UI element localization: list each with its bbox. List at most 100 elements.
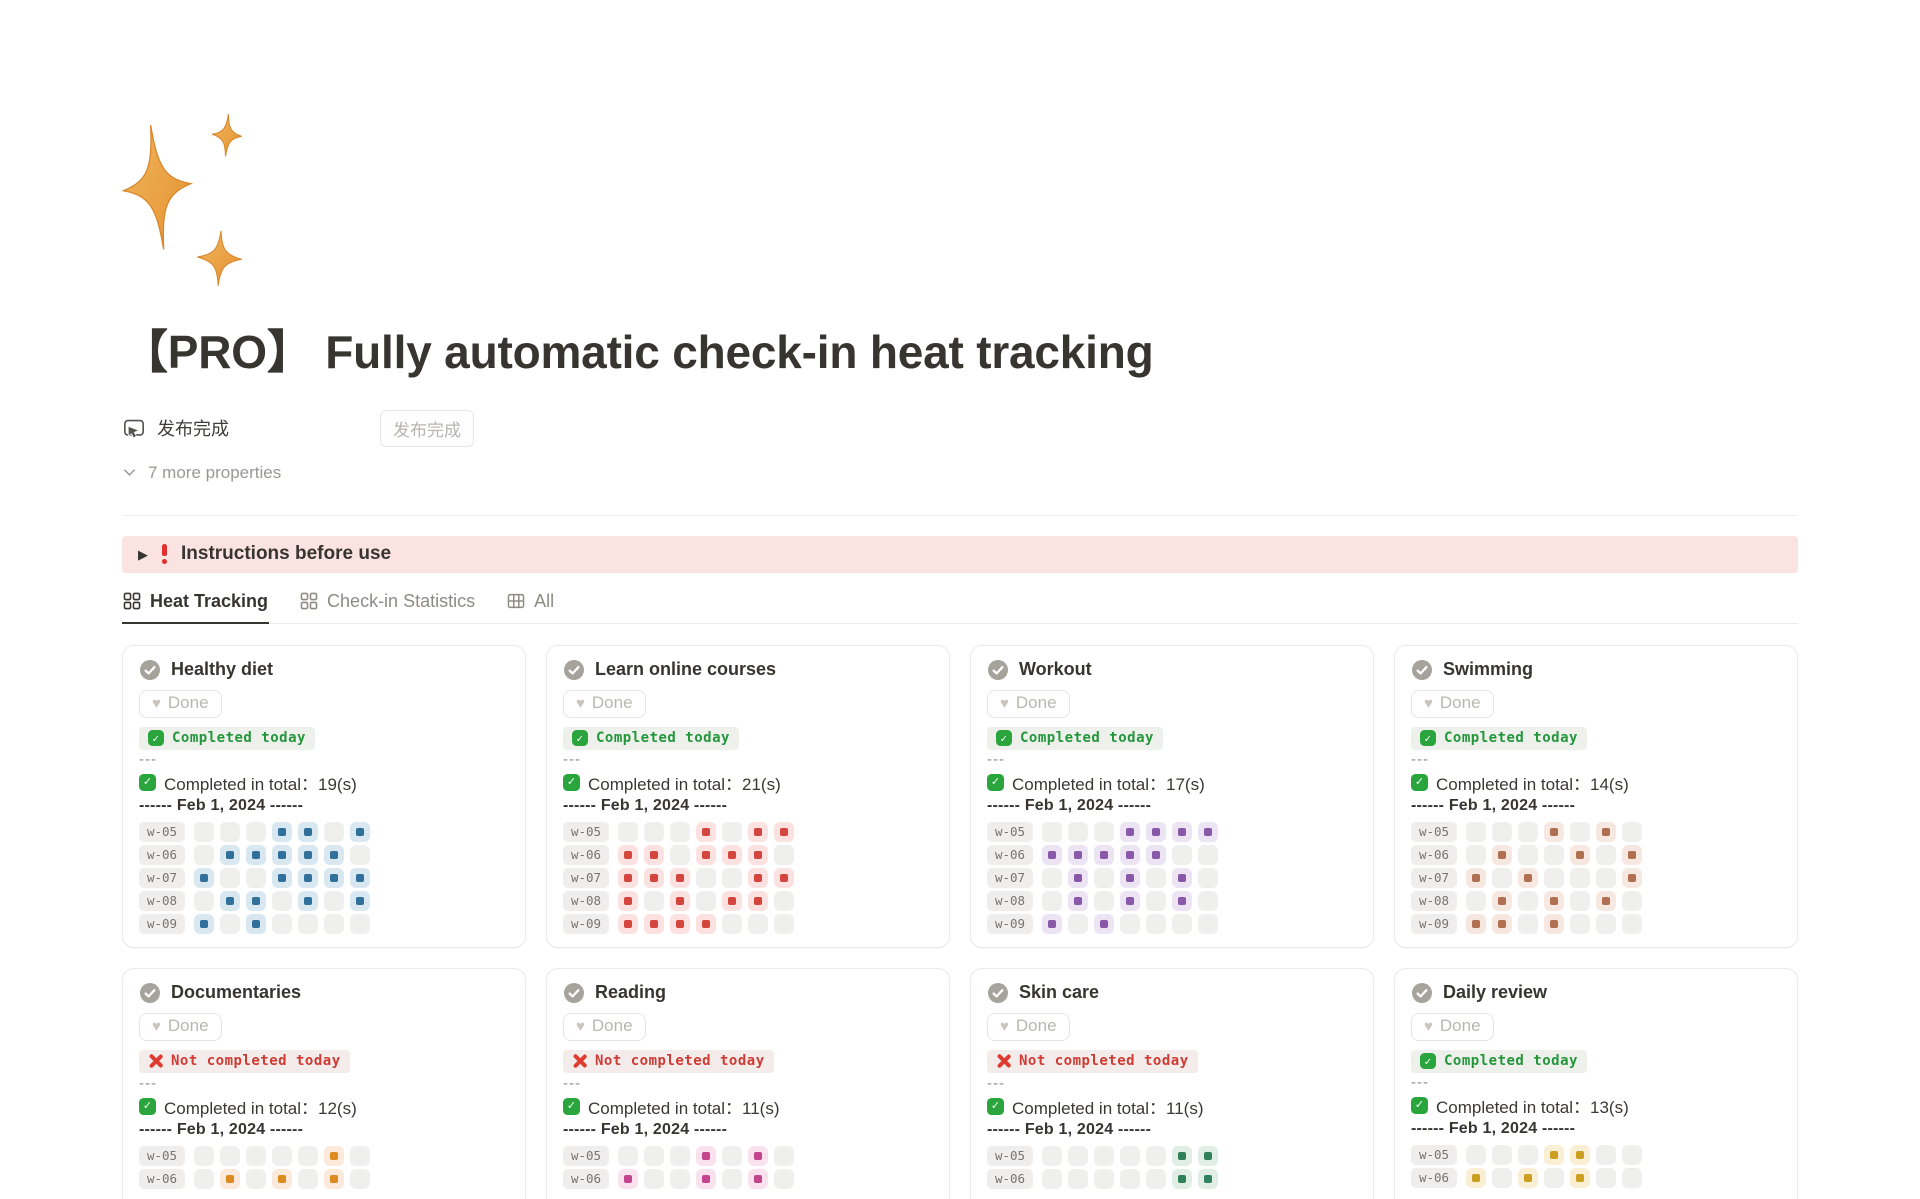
done-button[interactable]: ♥ Done xyxy=(563,1012,646,1041)
total-text: Completed in total：14(s) xyxy=(1436,775,1629,794)
week-label: w-07 xyxy=(139,867,185,888)
heat-cell-empty xyxy=(272,1145,292,1166)
week-label: w-09 xyxy=(1411,913,1457,934)
heat-cell-filled xyxy=(350,890,370,911)
sparkles-emoji-icon[interactable] xyxy=(121,112,262,290)
date-header: ------ Feb 1, 2024 ------ xyxy=(1411,796,1576,814)
heat-cell-filled xyxy=(1146,844,1166,865)
done-button[interactable]: ♥ Done xyxy=(563,689,646,718)
heat-cell-empty xyxy=(644,1168,664,1189)
habit-card-skin-care[interactable]: Skin care ♥ Done Not completed today ---… xyxy=(970,967,1374,1199)
heart-icon: ♥ xyxy=(576,1017,585,1035)
heat-cell-empty xyxy=(670,1168,690,1189)
heat-cell-filled xyxy=(696,1168,716,1189)
done-label: Done xyxy=(1439,693,1481,712)
done-button[interactable]: ♥ Done xyxy=(139,689,222,718)
heat-cell-empty xyxy=(350,913,370,934)
heat-cell-empty xyxy=(1068,1145,1088,1166)
status-tag[interactable]: 发布完成 xyxy=(380,409,474,447)
total-row: Completed in total：11(s) xyxy=(987,1096,1357,1118)
heat-cell-filled xyxy=(1570,1144,1590,1165)
week-label: w-05 xyxy=(987,1145,1033,1166)
done-button[interactable]: ♥ Done xyxy=(139,1012,222,1041)
habit-card-swimming[interactable]: Swimming ♥ Done Completed today --- Comp… xyxy=(1394,644,1798,948)
week-label: w-06 xyxy=(563,844,609,865)
heat-cell-filled xyxy=(696,844,716,865)
heat-cell-empty xyxy=(1094,1145,1114,1166)
heat-cell-empty xyxy=(722,1168,742,1189)
tab-check-in-statistics[interactable]: Check-in Statistics xyxy=(299,585,476,624)
date-header: ------ Feb 1, 2024 ------ xyxy=(139,1120,304,1138)
done-button[interactable]: ♥ Done xyxy=(1411,689,1494,718)
callout-title: Instructions before use xyxy=(181,543,392,564)
page-title[interactable]: 【PRO】 Fully automatic check-in heat trac… xyxy=(122,326,1154,378)
heat-row: w-07 xyxy=(987,867,1357,888)
heat-cell-filled xyxy=(618,890,638,911)
total-text: Completed in total：11(s) xyxy=(588,1099,780,1118)
heat-row: w-08 xyxy=(139,890,509,911)
heat-cell-empty xyxy=(1094,821,1114,842)
habit-card-healthy-diet[interactable]: Healthy diet ♥ Done Completed today --- … xyxy=(122,644,526,948)
tab-all[interactable]: All xyxy=(506,585,555,624)
heatmap: w-05 w-06 xyxy=(139,1145,509,1189)
heat-cell-filled xyxy=(1120,821,1140,842)
week-label: w-06 xyxy=(139,1168,185,1189)
tab-heat-tracking[interactable]: Heat Tracking xyxy=(122,585,270,624)
check-emoji-icon xyxy=(1411,1097,1428,1114)
heat-cell-empty xyxy=(644,821,664,842)
heat-cell-filled xyxy=(696,913,716,934)
heat-cell-filled xyxy=(1492,844,1512,865)
button-property-label[interactable]: 发布完成 xyxy=(157,419,229,439)
habit-card-workout[interactable]: Workout ♥ Done Completed today --- Compl… xyxy=(970,644,1374,948)
card-title: Skin care xyxy=(1019,982,1100,1002)
heat-cell-filled xyxy=(1120,867,1140,888)
heat-row: w-05 xyxy=(987,1145,1357,1166)
more-properties-toggle[interactable]: 7 more properties xyxy=(122,461,1798,485)
heat-cell-filled xyxy=(324,867,344,888)
habit-card-documentaries[interactable]: Documentaries ♥ Done Not completed today… xyxy=(122,967,526,1199)
heat-cell-filled xyxy=(1042,913,1062,934)
heat-cell-empty xyxy=(1596,913,1616,934)
status-badge: Not completed today xyxy=(987,1049,1198,1073)
habit-card-daily-review[interactable]: Daily review ♥ Done Completed today --- … xyxy=(1394,967,1798,1199)
heat-cell-empty xyxy=(1622,1167,1642,1188)
status-text: Completed today xyxy=(596,730,730,746)
done-button[interactable]: ♥ Done xyxy=(1411,1012,1494,1041)
table-view-icon xyxy=(507,592,525,610)
heat-row: w-06 xyxy=(987,844,1357,865)
heat-cell-filled xyxy=(618,913,638,934)
heat-row: w-08 xyxy=(563,890,933,911)
heat-cell-filled xyxy=(644,867,664,888)
heat-cell-filled xyxy=(1570,844,1590,865)
done-button[interactable]: ♥ Done xyxy=(987,689,1070,718)
habit-card-reading[interactable]: Reading ♥ Done Not completed today --- C… xyxy=(546,967,950,1199)
heat-cell-filled xyxy=(324,1145,344,1166)
heat-cell-filled xyxy=(194,867,214,888)
date-header: ------ Feb 1, 2024 ------ xyxy=(563,796,728,814)
week-label: w-05 xyxy=(1411,1144,1457,1165)
heat-cell-empty xyxy=(1120,1168,1140,1189)
heat-cell-empty xyxy=(246,867,266,888)
instructions-callout[interactable]: ▶ Instructions before use xyxy=(122,535,1798,573)
heat-cell-empty xyxy=(774,913,794,934)
card-title: Healthy diet xyxy=(171,659,274,679)
toggle-triangle-icon[interactable]: ▶ xyxy=(138,546,148,562)
heat-cell-filled xyxy=(298,844,318,865)
habit-card-learn-online-courses[interactable]: Learn online courses ♥ Done Completed to… xyxy=(546,644,950,948)
heat-cell-empty xyxy=(1146,913,1166,934)
week-label: w-06 xyxy=(563,1168,609,1189)
week-label: w-06 xyxy=(139,844,185,865)
heat-cell-empty xyxy=(1622,890,1642,911)
total-row: Completed in total：21(s) xyxy=(563,772,933,794)
heat-cell-empty xyxy=(1172,844,1192,865)
check-emoji-icon xyxy=(139,774,156,791)
week-label: w-08 xyxy=(1411,890,1457,911)
heat-cell-filled xyxy=(272,844,292,865)
status-text: Not completed today xyxy=(595,1053,765,1069)
done-button[interactable]: ♥ Done xyxy=(987,1012,1070,1041)
heat-cell-empty xyxy=(220,821,240,842)
heat-cell-filled xyxy=(350,867,370,888)
heat-row: w-06 xyxy=(139,1168,509,1189)
heat-cell-empty xyxy=(1146,890,1166,911)
status-emoji-icon xyxy=(148,1054,163,1069)
